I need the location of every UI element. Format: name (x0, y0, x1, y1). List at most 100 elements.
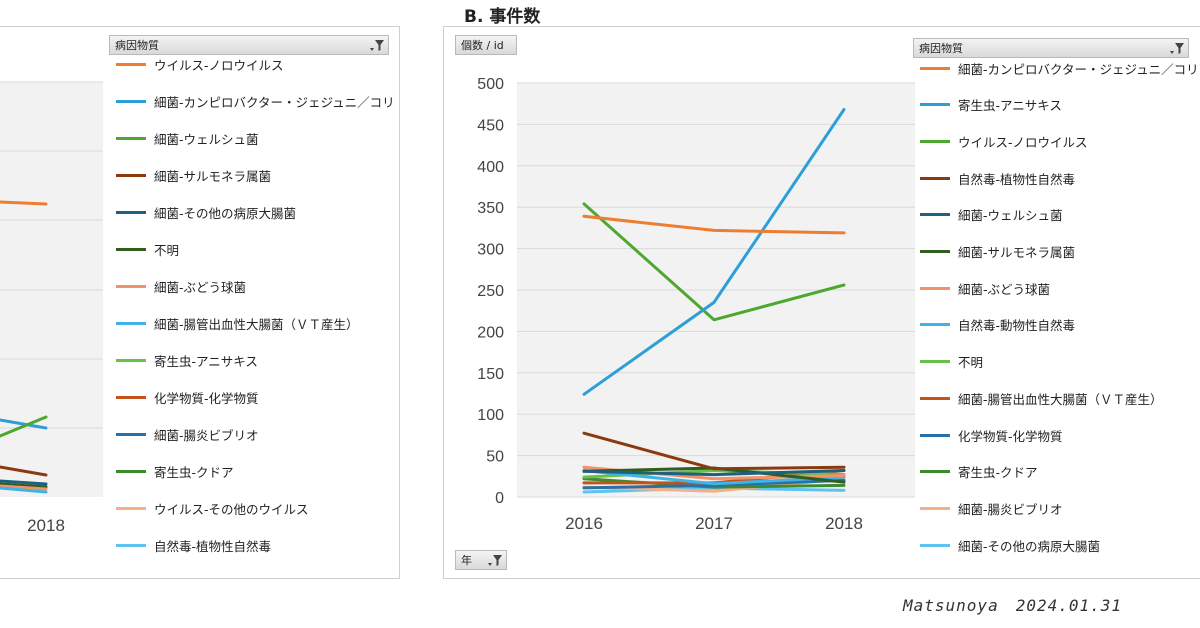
legend-label: 細菌-ウェルシュ菌 (154, 131, 259, 147)
x-tick-label: 2018 (825, 514, 863, 533)
legend-swatch (920, 323, 950, 327)
legend-swatch (116, 432, 146, 436)
legend-swatch (116, 469, 146, 473)
legend-label: 自然毒-植物性自然毒 (958, 171, 1076, 187)
unit-field-button[interactable]: 個数 / id (455, 35, 517, 55)
y-tick-label: 150 (477, 366, 504, 383)
legend-swatch (116, 284, 146, 288)
legend-item: 寄生虫-アニサキス (920, 95, 1062, 115)
cause-filter-button[interactable]: 病因物質 (913, 38, 1189, 58)
legend-swatch (116, 506, 146, 510)
legend-item: 細菌-ぶどう球菌 (920, 278, 1050, 298)
left-cause-filter-button[interactable]: 病因物質 (109, 35, 389, 55)
legend-swatch (920, 470, 950, 474)
legend-swatch (920, 286, 950, 290)
series-line (582, 108, 846, 396)
legend-swatch (116, 62, 146, 66)
series-line (0, 415, 48, 438)
legend-label: 化学物質-化学物質 (958, 428, 1063, 444)
legend-label: 自然毒-動物性自然毒 (958, 318, 1076, 334)
right-line-chart: 0 50 100 150 200 250 300 350 400 450 500 2016 2017 20… (477, 76, 915, 533)
series-line (0, 486, 48, 494)
legend-swatch (920, 66, 950, 70)
legend-label: 細菌-ぶどう球菌 (154, 279, 247, 295)
legend-label: 寄生虫-アニサキス (958, 98, 1062, 114)
legend-label: ウイルス-その他のウイルス (154, 501, 309, 517)
legend-label: 細菌-その他の病原大腸菌 (958, 538, 1101, 554)
legend-item: 細菌-腸炎ビブリオ (920, 498, 1063, 518)
series-line (0, 418, 48, 430)
legend-item: 細菌-その他の病原大腸菌 (116, 202, 296, 222)
left-cause-filter-label: 病因物質 (115, 39, 159, 52)
y-tick-label: 100 (477, 407, 504, 424)
legend-swatch (920, 506, 950, 510)
legend-item: 細菌-サルモネラ属菌 (116, 165, 271, 185)
legend-swatch (116, 99, 146, 103)
legend-item: 細菌-カンピロバクター・ジェジュニ／コリ (920, 58, 1199, 78)
series-line (0, 484, 48, 491)
legend-swatch (116, 173, 146, 177)
series-line (582, 202, 846, 322)
legend-label: 細菌-腸管出血性大腸菌（ＶＴ産生） (958, 391, 1163, 407)
legend-item: 細菌-ぶどう球菌 (116, 276, 246, 296)
y-tick-label: 200 (477, 324, 504, 341)
legend-label: 細菌-その他の病原大腸菌 (154, 205, 297, 221)
legend-label: 細菌-ウェルシュ菌 (958, 208, 1063, 224)
series-line (0, 465, 48, 477)
left-line-chart: 2018 (0, 81, 103, 535)
legend-label: 化学物質-化学物質 (154, 390, 259, 406)
legend-label: 細菌-腸炎ビブリオ (958, 501, 1063, 517)
legend-item: 細菌-サルモネラ属菌 (920, 242, 1075, 262)
legend-label: 細菌-サルモネラ属菌 (958, 245, 1076, 260)
legend-item: 自然毒-植物性自然毒 (116, 535, 271, 555)
legend-swatch (920, 360, 950, 364)
filter-dropdown-icon (488, 555, 502, 566)
x-tick-label: 2017 (695, 514, 733, 533)
legend-swatch (920, 213, 950, 217)
cause-filter-label: 病因物質 (919, 42, 963, 55)
filter-dropdown-icon (1170, 43, 1184, 54)
y-tick-label: 350 (477, 200, 504, 217)
legend-label: 寄生虫-アニサキス (154, 353, 258, 369)
series-line (582, 469, 846, 477)
legend-item: 化学物質-化学物質 (920, 425, 1063, 445)
legend-swatch (920, 176, 950, 180)
series-line (582, 431, 846, 471)
legend-swatch (116, 247, 146, 251)
legend-label: 不明 (154, 242, 180, 258)
y-tick-label: 50 (486, 449, 504, 466)
legend-swatch (116, 395, 146, 399)
signature: Matsunoya 2024.01.31 (903, 596, 1123, 615)
chart-title: B. 事件数 (464, 7, 541, 27)
legend-label: 自然毒-植物性自然毒 (154, 538, 272, 554)
legend-item: ウイルス-ノロウイルス (116, 54, 284, 74)
legend-item: 不明 (116, 239, 179, 259)
legend-item: 細菌-その他の病原大腸菌 (920, 535, 1100, 555)
legend-swatch (116, 136, 146, 140)
legend-swatch (920, 103, 950, 107)
legend-label: ウイルス-ノロウイルス (958, 134, 1088, 150)
legend-label: 寄生虫-クドア (958, 465, 1038, 481)
legend-label: 細菌-腸管出血性大腸菌（ＶＴ産生） (154, 316, 359, 332)
legend-item: 自然毒-植物性自然毒 (920, 168, 1075, 188)
legend-item: 細菌-腸管出血性大腸菌（ＶＴ産生） (920, 388, 1163, 408)
legend-item: 細菌-カンピロバクター・ジェジュニ／コリ (116, 91, 395, 111)
year-filter-button[interactable]: 年 (455, 550, 507, 570)
year-filter-label: 年 (461, 554, 472, 567)
legend-label: 寄生虫-クドア (154, 464, 234, 480)
legend-item: 細菌-腸炎ビブリオ (116, 424, 259, 444)
legend-label: 細菌-カンピロバクター・ジェジュニ／コリ (154, 94, 395, 110)
legend-item: ウイルス-その他のウイルス (116, 498, 309, 518)
legend-item: 寄生虫-クドア (116, 461, 234, 481)
legend-swatch (116, 210, 146, 214)
legend-item: ウイルス-ノロウイルス (920, 131, 1088, 151)
legend-label: ウイルス-ノロウイルス (154, 57, 284, 73)
legend-label: 不明 (958, 355, 984, 371)
x-tick-label: 2016 (565, 514, 603, 533)
legend-item: 寄生虫-クドア (920, 462, 1038, 482)
series-line (582, 214, 846, 235)
filter-dropdown-icon (370, 40, 384, 51)
legend-label: 細菌-腸炎ビブリオ (154, 427, 259, 443)
series-line (0, 200, 48, 206)
legend-swatch (920, 250, 950, 253)
